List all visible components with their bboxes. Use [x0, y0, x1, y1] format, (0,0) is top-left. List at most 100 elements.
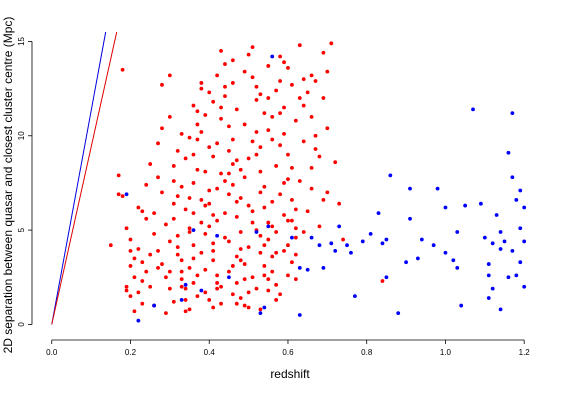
- data-point: [510, 175, 515, 180]
- data-point: [290, 260, 294, 265]
- data-point: [266, 128, 271, 133]
- data-point: [514, 273, 519, 278]
- data-point: [124, 226, 129, 231]
- data-point: [270, 254, 275, 259]
- data-point: [305, 90, 310, 95]
- x-tick-label: 0.2: [125, 348, 137, 357]
- data-point: [187, 196, 192, 200]
- data-point: [293, 277, 298, 282]
- data-point: [325, 190, 330, 195]
- data-point: [486, 296, 491, 300]
- x-tick-label: 0.6: [282, 348, 294, 357]
- data-point: [278, 192, 282, 197]
- data-point: [223, 211, 227, 216]
- data-point: [187, 135, 192, 140]
- data-point: [262, 111, 267, 116]
- data-point: [164, 311, 168, 316]
- data-point: [187, 307, 192, 312]
- data-point: [152, 231, 157, 236]
- data-point: [396, 311, 401, 316]
- data-point: [522, 284, 527, 289]
- data-point: [274, 88, 279, 93]
- data-point: [219, 116, 223, 121]
- data-point: [191, 256, 196, 261]
- data-point: [254, 152, 259, 157]
- data-point: [305, 267, 310, 272]
- data-point: [207, 90, 212, 95]
- data-point: [293, 235, 298, 240]
- data-point: [108, 243, 113, 248]
- data-point: [211, 258, 216, 263]
- data-point: [179, 277, 184, 282]
- data-point: [293, 118, 298, 123]
- data-point: [522, 205, 527, 210]
- data-point: [167, 239, 172, 244]
- x-tick-label: 0.4: [204, 348, 216, 357]
- data-point: [341, 237, 345, 242]
- data-point: [317, 154, 322, 159]
- data-point: [175, 148, 180, 153]
- data-point: [463, 203, 468, 208]
- data-point: [325, 69, 330, 74]
- data-point: [191, 103, 196, 108]
- data-point: [250, 209, 255, 214]
- data-point: [258, 250, 263, 255]
- data-point: [274, 230, 279, 234]
- data-point: [313, 79, 318, 83]
- data-point: [132, 275, 137, 280]
- data-point: [278, 111, 282, 116]
- data-point: [297, 96, 302, 100]
- data-point: [211, 154, 216, 159]
- data-point: [278, 143, 282, 148]
- data-point: [282, 181, 286, 185]
- data-point: [278, 54, 282, 59]
- data-point: [179, 269, 184, 274]
- data-point: [384, 237, 389, 242]
- data-point: [195, 122, 200, 127]
- data-point: [136, 318, 141, 323]
- data-point: [227, 239, 231, 244]
- data-point: [293, 207, 298, 212]
- data-point: [415, 256, 420, 261]
- data-point: [286, 152, 290, 157]
- data-point: [203, 113, 208, 117]
- data-point: [309, 115, 314, 119]
- data-point: [490, 286, 495, 291]
- data-point: [246, 156, 251, 161]
- data-point: [518, 226, 523, 231]
- data-point: [234, 215, 239, 219]
- data-point: [234, 107, 239, 112]
- data-point: [191, 228, 196, 233]
- y-axis-ticks: 0 5 10 15: [17, 36, 32, 327]
- data-point: [140, 209, 145, 214]
- data-point: [388, 173, 393, 178]
- data-point: [148, 252, 153, 257]
- data-point: [215, 281, 220, 285]
- data-point: [242, 69, 247, 74]
- x-tick-label: 0.8: [361, 348, 373, 357]
- x-axis-ticks: 0.0 0.2 0.4 0.6 0.8 1.0 1.2: [46, 340, 530, 357]
- data-point: [293, 226, 298, 231]
- data-point: [156, 248, 160, 253]
- data-point: [250, 45, 255, 49]
- data-point: [266, 96, 271, 100]
- data-point: [254, 84, 259, 89]
- data-point: [380, 241, 385, 246]
- data-point: [274, 164, 279, 168]
- data-point: [290, 218, 294, 223]
- data-point: [187, 226, 192, 231]
- data-point: [380, 279, 385, 283]
- data-point: [301, 139, 306, 144]
- data-point: [297, 179, 302, 183]
- data-point: [215, 286, 220, 291]
- data-point: [160, 190, 164, 195]
- data-point: [183, 156, 188, 161]
- data-point: [234, 254, 239, 259]
- data-point: [203, 231, 208, 236]
- data-point: [116, 173, 121, 178]
- data-point: [242, 277, 247, 282]
- data-point: [309, 73, 314, 78]
- data-point: [215, 218, 220, 223]
- x-tick-label: 1.2: [519, 348, 531, 357]
- data-point: [191, 281, 196, 285]
